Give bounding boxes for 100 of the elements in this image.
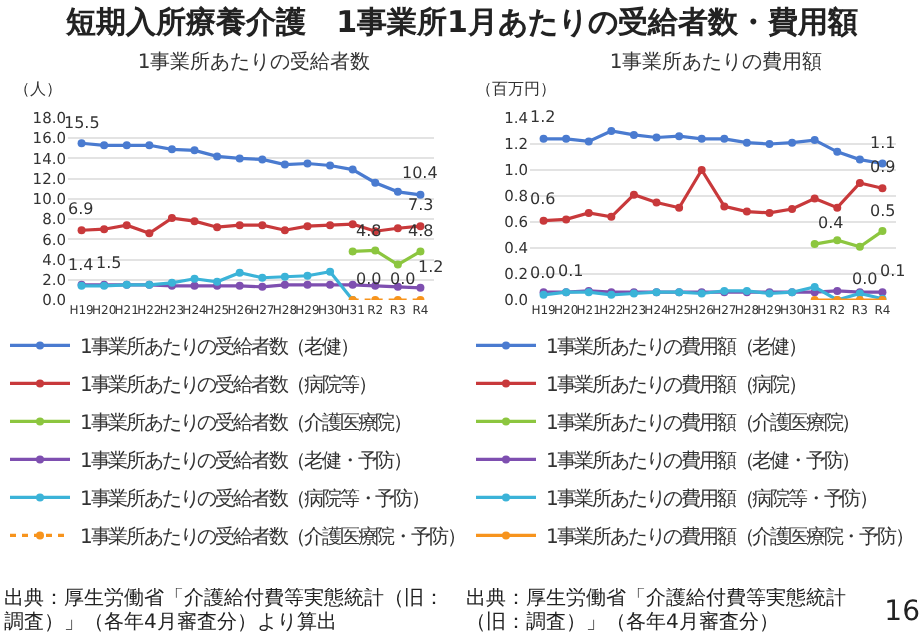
point	[190, 146, 199, 155]
legend-label: 1事業所あたりの費用額（介護医療院）	[546, 411, 860, 436]
legend-label: 1事業所あたりの費用額（老健・予防）	[546, 449, 860, 474]
point	[280, 280, 289, 289]
data-label: 0.1	[558, 262, 584, 280]
data-label: 0.9	[870, 158, 896, 176]
point	[100, 225, 109, 234]
point	[280, 160, 289, 169]
point	[810, 136, 819, 145]
point	[348, 247, 357, 256]
data-label: 0.1	[880, 262, 906, 280]
point	[326, 221, 335, 230]
point	[855, 242, 864, 251]
legend-label: 1事業所あたりの受給者数（介護医療院）	[80, 411, 411, 436]
point	[303, 280, 312, 289]
point	[675, 203, 684, 212]
data-label: 1.1	[870, 134, 896, 152]
data-label: 0.0	[852, 270, 878, 288]
point	[697, 134, 706, 143]
point	[584, 137, 593, 146]
point	[810, 283, 819, 291]
point	[258, 155, 267, 164]
point	[235, 281, 244, 290]
data-label: 1.2	[418, 258, 444, 276]
text: 16	[884, 594, 920, 632]
point	[122, 221, 131, 230]
point	[348, 220, 357, 229]
point	[833, 147, 842, 156]
y-axis-title: （百万円）	[476, 80, 556, 98]
data-label: 1.2	[530, 108, 556, 126]
point	[303, 159, 312, 168]
point	[190, 281, 199, 290]
point	[788, 138, 797, 147]
legend-label: 1事業所あたりの費用額（病院）	[546, 373, 806, 398]
point	[303, 222, 312, 231]
data-label: 0.0	[530, 264, 556, 282]
point	[720, 202, 729, 211]
source-note: 出典：厚生労働省「介護給付費等実態統計（旧：調査）」（各年4月審査分）	[466, 588, 848, 636]
point	[326, 267, 335, 276]
data-label: 10.4	[402, 164, 438, 182]
point	[326, 280, 335, 289]
point	[393, 224, 402, 233]
point	[393, 187, 402, 196]
point	[765, 208, 774, 217]
point	[652, 198, 661, 207]
point	[629, 190, 638, 199]
point	[167, 145, 176, 154]
point	[652, 133, 661, 142]
legend-label: 1事業所あたりの受給者数（病院等）	[80, 373, 376, 398]
point	[833, 236, 842, 245]
point	[742, 138, 751, 147]
point	[213, 152, 222, 161]
point	[562, 215, 571, 224]
point	[539, 134, 548, 143]
point	[371, 246, 380, 255]
point	[122, 141, 131, 150]
data-label: 15.5	[64, 114, 100, 132]
legend-label: 1事業所あたりの受給者数（病院等・予防）	[80, 487, 429, 512]
source-note: 出典：厚生労働省「介護給付費等実態統計（旧：調査）」（各年4月審査分）より算出	[4, 588, 446, 636]
data-label: 0.4	[818, 214, 844, 232]
point	[788, 205, 797, 213]
point	[878, 184, 887, 193]
legend-label: 1事業所あたりの費用額（老健）	[546, 335, 806, 360]
point	[348, 165, 357, 174]
point	[280, 272, 289, 281]
point	[145, 141, 154, 150]
point	[720, 134, 729, 143]
legend-label: 1事業所あたりの受給者数（老健）	[80, 335, 358, 360]
point	[416, 283, 425, 292]
legend-label: 1事業所あたりの費用額（介護医療院・予防）	[546, 525, 913, 550]
data-label: 6.9	[68, 200, 94, 218]
point	[607, 212, 616, 221]
point	[326, 161, 335, 170]
point	[190, 217, 199, 226]
point	[167, 214, 176, 223]
point	[629, 130, 638, 139]
point	[190, 274, 199, 283]
point	[393, 260, 402, 269]
point	[833, 286, 842, 295]
point	[675, 132, 684, 141]
point	[855, 179, 864, 187]
point	[258, 282, 267, 291]
data-label: 7.3	[408, 196, 434, 214]
chart-title: 短期入所療養介護 1事業所1月あたりの受給者数・費用額	[64, 2, 860, 44]
point	[878, 227, 887, 236]
point	[258, 273, 267, 282]
y-axis-title: （人）	[14, 80, 62, 98]
legend-label: 1事業所あたりの受給者数（老健・予防）	[80, 449, 411, 474]
point	[235, 154, 244, 163]
chart-subtitle: 1事業所あたりの受給者数	[137, 50, 371, 75]
point	[235, 221, 244, 230]
point	[833, 203, 842, 212]
point	[258, 221, 267, 230]
data-label: 0.5	[870, 202, 896, 220]
point	[371, 178, 380, 187]
point	[878, 288, 887, 297]
data-label: 1.4	[68, 256, 94, 274]
point	[348, 280, 357, 289]
point	[100, 141, 109, 150]
point	[810, 194, 819, 203]
